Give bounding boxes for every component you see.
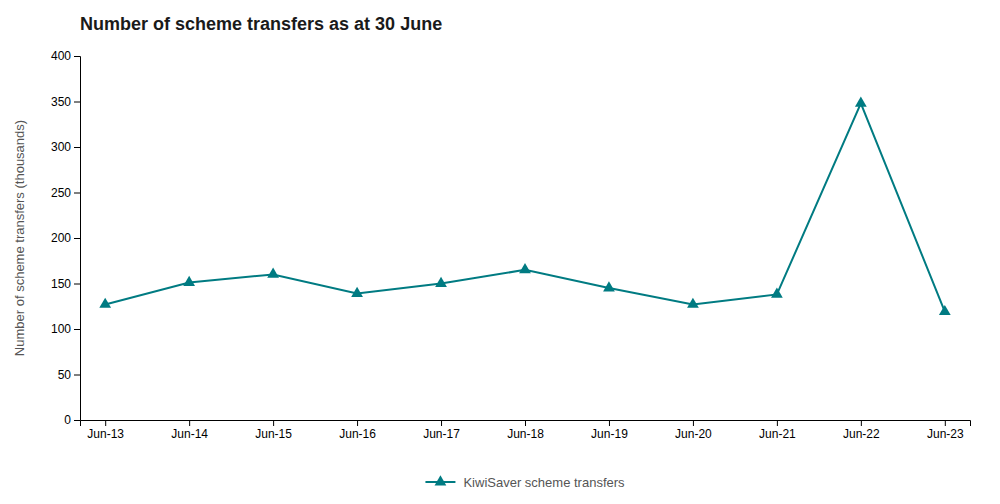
x-tick-label: Jun-20 [675,427,712,441]
y-axis: 0 50 100 150 200 250 300 350 400 [51,49,81,427]
y-tick-label: 250 [51,186,71,200]
x-tick: Jun-18 [507,420,544,441]
x-tick-label: Jun-22 [843,427,880,441]
marker [435,277,447,287]
x-tick-mark [273,420,274,426]
legend: KiwiSaver scheme transfers [425,475,625,490]
line [105,103,945,311]
y-tick-label: 100 [51,322,71,336]
y-tick: 100 [51,322,80,336]
legend-marker [435,475,447,485]
x-tick: Jun-14 [171,420,208,441]
x-tick-mark [861,420,862,426]
y-tick-mark [74,420,80,421]
y-tick-mark [74,102,80,103]
x-axis: Jun-13 Jun-14 Jun-15 Jun-16 Jun-17 Jun-18 Jun-… [81,420,971,441]
marker [855,97,867,107]
y-tick-label: 300 [51,140,71,154]
x-tick-label: Jun-15 [255,427,292,441]
x-tick: Jun-17 [423,420,460,441]
x-tick: Jun-15 [255,420,292,441]
marker [183,276,195,286]
plot: 050100150200250300350400Jun-13Jun-14Jun-… [51,49,971,440]
marker [771,288,783,298]
y-tick-label: 350 [51,95,71,109]
y-tick-mark [74,284,80,285]
x-tick-label: Jun-16 [339,427,376,441]
y-tick: 350 [51,95,80,109]
x-tick: Jun-23 [927,420,964,441]
marker [267,268,279,278]
y-tick-mark [74,375,80,376]
legend-label: KiwiSaver scheme transfers [463,475,625,490]
y-tick-label: 200 [51,231,71,245]
marker [351,287,363,297]
marker [687,298,699,308]
title: Number of scheme transfers as at 30 June [80,14,442,34]
y-tick-label: 0 [64,413,71,427]
x-tick: Jun-16 [339,420,376,441]
marks [99,97,950,316]
y-tick: 0 [64,413,80,427]
x-tick-mark [609,420,610,426]
y-tick-mark [74,238,80,239]
marker [99,298,111,308]
y-tick-mark [74,329,80,330]
x-tick-label: Jun-21 [759,427,796,441]
x-tick-mark [777,420,778,426]
axis-line [81,421,971,427]
x-tick-mark [441,420,442,426]
y-tick-label: 150 [51,277,71,291]
x-tick: Jun-22 [843,420,880,441]
x-tick-mark [357,420,358,426]
x-tick-mark [105,420,106,426]
marker [939,305,951,315]
legend-item: KiwiSaver scheme transfers [425,475,625,490]
marker [603,281,615,291]
x-tick-mark [525,420,526,426]
x-tick-mark [189,420,190,426]
x-tick-label: Jun-18 [507,427,544,441]
x-tick: Jun-13 [87,420,124,441]
x-tick: Jun-21 [759,420,796,441]
y-axis-title: Number of scheme transfers (thousands) [12,120,27,356]
y-tick-label: 50 [58,368,72,382]
x-tick-label: Jun-23 [927,427,964,441]
y-tick-label: 400 [51,49,71,63]
x-tick-mark [945,420,946,426]
y-tick: 50 [58,368,80,382]
y-tick: 400 [51,49,80,63]
x-tick-label: Jun-14 [171,427,208,441]
marker [519,263,531,273]
x-tick-label: Jun-13 [87,427,124,441]
x-tick: Jun-19 [591,420,628,441]
y-tick-mark [74,56,80,57]
x-tick-label: Jun-17 [423,427,460,441]
y-tick: 150 [51,277,80,291]
y-tick: 250 [51,186,80,200]
x-tick-label: Jun-19 [591,427,628,441]
axis-line [74,57,81,421]
x-tick: Jun-20 [675,420,712,441]
y-tick-mark [74,147,80,148]
y-tick: 200 [51,231,80,245]
y-tick-mark [74,193,80,194]
x-tick-mark [693,420,694,426]
y-tick: 300 [51,140,80,154]
chart: 050100150200250300350400Jun-13Jun-14Jun-… [0,0,1000,504]
